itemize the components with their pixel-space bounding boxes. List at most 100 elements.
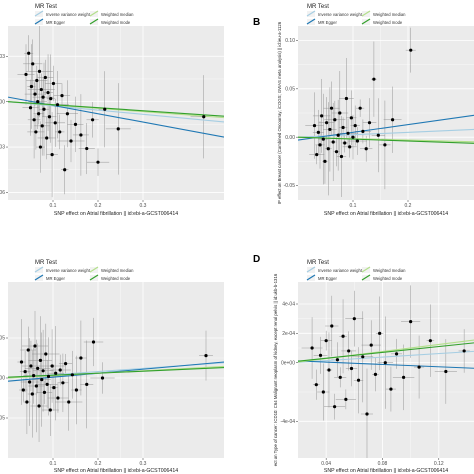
- data-point: [37, 112, 41, 116]
- y-tick-label: 0.00: [0, 376, 5, 382]
- data-point: [79, 133, 83, 137]
- data-point: [444, 369, 448, 374]
- legend-key: [306, 18, 316, 25]
- legend-key: [34, 274, 44, 281]
- data-point: [45, 136, 49, 140]
- data-layer: [8, 26, 224, 198]
- data-point: [50, 153, 54, 157]
- regression-line: [298, 342, 474, 362]
- regression-line: [8, 361, 224, 382]
- data-point: [344, 397, 348, 401]
- data-point: [29, 364, 33, 368]
- data-point: [310, 346, 314, 350]
- data-point: [330, 324, 334, 328]
- data-point: [462, 349, 466, 353]
- legend-item-label: Inverse variance weighted: [318, 12, 367, 17]
- chart-panel-3: MR Test Inverse variance weighted Weighted…: [0, 260, 224, 474]
- data-point: [349, 116, 353, 120]
- x-tick-label: 0.2: [405, 203, 412, 209]
- legend-key-line: [89, 266, 99, 273]
- data-point: [67, 400, 71, 404]
- data-point: [417, 365, 421, 369]
- legend-item-label: Weighted mode: [373, 20, 403, 25]
- data-point: [341, 125, 345, 130]
- y-tick-label: -0.06: [0, 190, 5, 196]
- x-tick-label: 0.3: [140, 203, 147, 209]
- data-point: [32, 374, 36, 378]
- x-tick-label: 0.1: [350, 203, 357, 209]
- data-point: [334, 150, 339, 154]
- data-point: [60, 94, 64, 98]
- y-tick-label: 0.05: [0, 336, 5, 342]
- legend-key: [89, 266, 99, 273]
- data-point: [346, 131, 350, 135]
- data-point: [42, 390, 47, 394]
- data-point: [74, 388, 78, 392]
- legend-key: [361, 18, 371, 25]
- y-tick-label: 0.00: [0, 99, 5, 105]
- data-point: [358, 106, 362, 110]
- data-point: [326, 147, 330, 151]
- legend-key: [361, 10, 371, 17]
- data-point: [389, 387, 393, 391]
- data-point: [36, 100, 40, 104]
- data-point: [21, 388, 25, 392]
- data-point: [338, 111, 342, 115]
- data-point: [312, 123, 317, 128]
- data-point: [376, 133, 380, 137]
- data-point: [338, 375, 342, 379]
- data-point: [25, 400, 29, 404]
- data-point: [32, 118, 36, 122]
- data-point: [29, 84, 33, 89]
- x-tick-label: 0.2: [95, 461, 102, 467]
- data-point: [39, 87, 43, 92]
- y-tick-label: -0.05: [284, 183, 296, 189]
- data-point: [341, 334, 345, 338]
- x-axis-title: SNP effect on Atrial fibrillation || id:…: [324, 468, 448, 474]
- legend-title: MR Test: [35, 260, 57, 266]
- data-point: [46, 90, 50, 95]
- data-point: [49, 97, 53, 101]
- legend-item-label: Weighted mode: [373, 276, 403, 281]
- chart-panel-1: MR Test Inverse variance weighted Weighted…: [0, 4, 224, 217]
- regression-line: [298, 114, 474, 141]
- data-point: [45, 382, 49, 386]
- legend-key-line: [361, 274, 371, 281]
- x-axis-title: SNP effect on Atrial fibrillation || id:…: [324, 211, 448, 217]
- legend-item-label: MR Egger: [318, 276, 337, 281]
- legend-key-line: [306, 274, 316, 281]
- data-point: [315, 152, 319, 157]
- legend-key-line: [34, 274, 44, 281]
- legend-item-label: Weighted median: [101, 268, 134, 273]
- legend-key-line: [361, 18, 371, 25]
- data-point: [56, 396, 60, 400]
- data-point: [33, 92, 37, 96]
- data-point: [100, 376, 105, 380]
- plot-background: [8, 26, 224, 200]
- data-layer: [298, 285, 474, 458]
- legend-item-label: Inverse variance weighted: [46, 12, 95, 17]
- chart-panel-2: MR Test Inverse variance weighted Weighted…: [253, 4, 474, 217]
- y-axis-title: ect on Type of cancer: ICD10: C64 Malign…: [273, 273, 278, 466]
- data-point: [41, 95, 45, 99]
- data-point: [352, 317, 356, 321]
- y-axis-title: IP effect on Breast cancer (Combined Onc…: [277, 21, 282, 204]
- data-point: [367, 121, 372, 125]
- data-point: [314, 383, 318, 387]
- legend-key-line: [306, 18, 316, 25]
- data-point: [333, 118, 337, 122]
- data-point: [204, 354, 208, 358]
- data-point: [323, 159, 327, 163]
- data-point: [42, 107, 46, 111]
- data-point: [58, 130, 62, 134]
- legend: MR Test Inverse variance weighted Weighted…: [34, 260, 134, 281]
- panel-label: B: [253, 17, 260, 28]
- regression-line: [8, 101, 224, 123]
- legend-key-line: [34, 266, 44, 273]
- x-tick-label: 0.1: [50, 203, 57, 209]
- data-point: [361, 355, 365, 359]
- x-tick-label: 0.2: [95, 203, 102, 209]
- legend-item-label: Weighted median: [373, 268, 406, 273]
- data-point: [325, 121, 329, 125]
